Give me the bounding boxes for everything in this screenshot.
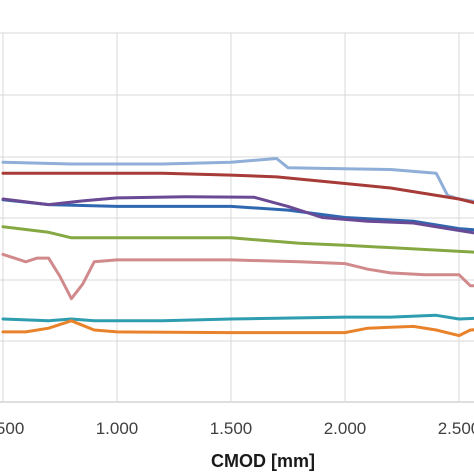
x-tick-label: 1.000 [96,419,139,438]
series-line-6 [1,252,474,301]
x-tick-label: 1.500 [210,419,253,438]
series-line-3 [1,198,474,232]
x-tick-label: 2.000 [324,419,367,438]
series-line-8 [1,319,474,338]
series-line-1 [1,157,474,203]
series-line-4 [1,195,474,235]
series-line-7 [1,313,474,323]
series-lines [1,157,474,338]
x-tick-label: 2.500 [438,419,474,438]
series-line-2 [1,171,474,205]
series-line-5 [1,225,474,254]
x-axis-title: CMOD [mm] [211,451,315,471]
x-tick-label: 0.500 [0,419,24,438]
